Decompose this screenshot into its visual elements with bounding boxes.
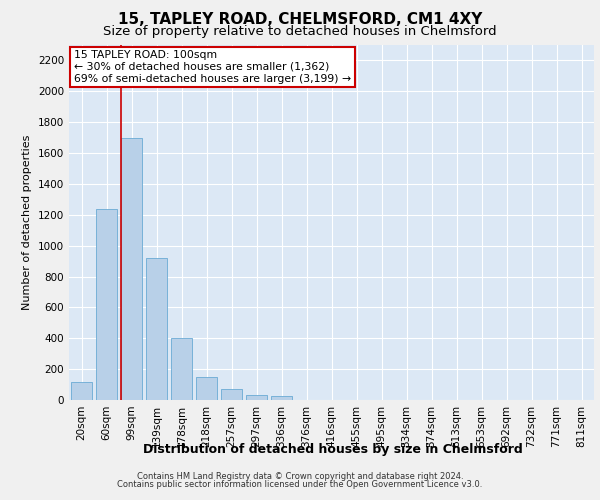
Text: 15, TAPLEY ROAD, CHELMSFORD, CM1 4XY: 15, TAPLEY ROAD, CHELMSFORD, CM1 4XY <box>118 12 482 28</box>
Text: Contains HM Land Registry data © Crown copyright and database right 2024.: Contains HM Land Registry data © Crown c… <box>137 472 463 481</box>
Y-axis label: Number of detached properties: Number of detached properties <box>22 135 32 310</box>
Text: 15 TAPLEY ROAD: 100sqm
← 30% of detached houses are smaller (1,362)
69% of semi-: 15 TAPLEY ROAD: 100sqm ← 30% of detached… <box>74 50 352 84</box>
Text: Size of property relative to detached houses in Chelmsford: Size of property relative to detached ho… <box>103 25 497 38</box>
Bar <box>171 338 192 400</box>
Text: Contains public sector information licensed under the Open Government Licence v3: Contains public sector information licen… <box>118 480 482 489</box>
Bar <box>196 377 217 400</box>
Bar <box>121 138 142 400</box>
Bar <box>271 396 292 400</box>
Bar <box>221 389 242 400</box>
Bar <box>146 258 167 400</box>
Bar <box>246 394 267 400</box>
Bar <box>71 382 92 400</box>
Bar <box>96 208 117 400</box>
Text: Distribution of detached houses by size in Chelmsford: Distribution of detached houses by size … <box>143 442 523 456</box>
